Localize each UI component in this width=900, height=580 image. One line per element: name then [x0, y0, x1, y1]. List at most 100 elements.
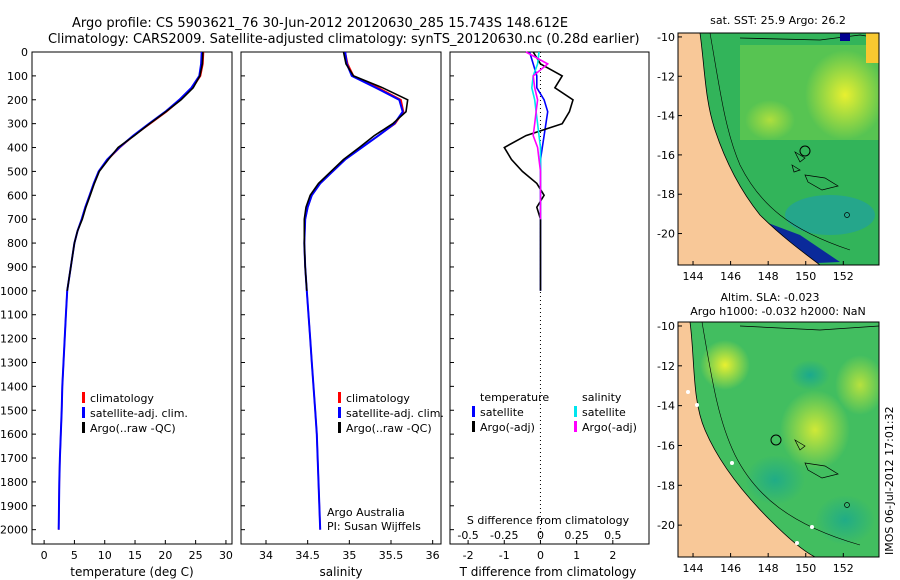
legend-label-argo: Argo(..raw -QC)	[346, 422, 432, 435]
temperature-legend: climatology satellite-adj. clim. Argo(..…	[82, 392, 188, 435]
legend-heading-salinity: salinity	[582, 391, 622, 404]
legend-label-climatology: climatology	[346, 392, 410, 405]
temperature-xlabel: temperature (deg C)	[70, 565, 193, 579]
y-tick-label: 1700	[0, 452, 28, 465]
map-y-tick-label: -12	[657, 360, 675, 373]
map-y-tick-label: -12	[657, 70, 675, 83]
map-y-tick-label: -14	[657, 400, 675, 413]
map-x-tick-label: 146	[720, 270, 741, 283]
sla-map-frame	[677, 321, 880, 558]
sla-low-patch	[815, 495, 875, 545]
sla-high-patch	[835, 355, 879, 415]
sst-field	[678, 33, 879, 265]
y-tick-label: 1200	[0, 333, 28, 346]
series-argo	[66, 51, 204, 291]
map-x-tick-label: 148	[758, 270, 779, 283]
series-satellite	[303, 51, 404, 530]
annotation-argo-australia: Argo Australia	[327, 506, 405, 519]
x-tick-label: 30	[219, 549, 233, 562]
legend-swatch-climatology	[338, 392, 341, 403]
y-tick-label: 1300	[0, 356, 28, 369]
legend-swatch-argo	[338, 422, 341, 433]
sla-low-patch	[790, 360, 830, 390]
header-line1: Argo profile: CS 5903621_76 30-Jun-2012 …	[72, 16, 568, 31]
x-tick-label: 35	[342, 549, 356, 562]
map-y-tick-label: -16	[657, 439, 675, 452]
map-y-tick-label: -14	[657, 110, 675, 123]
y-tick-label: 800	[7, 237, 28, 250]
reef	[844, 502, 850, 508]
salinity-panel: 34 34.5 35 35.5 36 salinity climatology sate…	[240, 51, 444, 579]
difference-lines	[503, 51, 574, 291]
map-x-tick-label: 150	[795, 270, 816, 283]
sst-map-title: sat. SST: 25.9 Argo: 26.2	[710, 14, 846, 27]
x-tick-label: 1	[573, 549, 580, 562]
map-x-tick-label: 144	[683, 562, 704, 575]
annotation-pi: PI: Susan Wijffels	[327, 520, 421, 533]
x-tick-label: 36	[426, 549, 440, 562]
map-y-tick-label: -20	[657, 228, 675, 241]
x-tick-label: 0	[41, 549, 48, 562]
temperature-lines	[57, 51, 205, 530]
legend-label-satellite: satellite-adj. clim.	[90, 407, 188, 420]
y-tick-label: 200	[7, 94, 28, 107]
salinity-axes	[240, 51, 442, 545]
y-tick-label: 1100	[0, 309, 28, 322]
sla-map-axes: 144 146 148 150 152 -10 -12 -14 -16 -18 -20	[657, 320, 854, 575]
reef	[791, 164, 801, 173]
x-tick-label: 2	[609, 549, 616, 562]
sla-map: Altim. SLA: -0.023 Argo h1000: -0.032 h2…	[657, 291, 880, 575]
sst-cool-patch	[785, 195, 875, 235]
y-tick-label: 1500	[0, 404, 28, 417]
series-argo	[303, 51, 409, 291]
no-data-dot	[795, 541, 799, 545]
depth-axis: 0 100 200 300 400 500 600 700 800 900 1000 1100 1200…	[0, 46, 36, 537]
no-data-dot	[695, 403, 699, 407]
y-tick-label: 1800	[0, 476, 28, 489]
y-tick-label: 900	[7, 261, 28, 274]
temperature-axes	[31, 51, 233, 545]
s-difference-label: S difference from climatology	[467, 514, 630, 527]
y-tick-label: 1400	[0, 380, 28, 393]
legend-label-satellite: satellite-adj. clim.	[346, 407, 444, 420]
sst-map-axes: 144 146 148 150 152 -10 -12 -14 -16 -18 -20	[657, 31, 854, 283]
reef	[794, 151, 806, 163]
map-y-tick-label: -10	[657, 31, 675, 44]
difference-axes	[449, 51, 650, 545]
header-line2: Climatology: CARS2009. Satellite-adjuste…	[48, 32, 640, 47]
y-tick-label: 1000	[0, 285, 28, 298]
x-tick-label: 35.5	[379, 549, 404, 562]
reef	[804, 462, 839, 479]
sst-coastline	[699, 33, 821, 265]
legend-label-t-satellite: satellite	[480, 406, 524, 419]
x-tick-label: 34.5	[295, 549, 320, 562]
salinity-lines	[303, 51, 409, 530]
legend-swatch-satellite	[82, 407, 85, 418]
s-tick-label: -0.25	[490, 529, 518, 542]
no-data-dot	[686, 390, 690, 394]
y-tick-label: 100	[7, 70, 28, 83]
t-difference-label: T difference from climatology	[459, 565, 637, 579]
argo-position-marker	[770, 434, 782, 446]
map-x-tick-label: 152	[833, 562, 854, 575]
salinity-xlabel: salinity	[319, 565, 362, 579]
legend-swatch-t-satellite	[472, 406, 475, 417]
sst-isobath	[709, 33, 851, 251]
map-y-tick-label: -20	[657, 519, 675, 532]
x-tick-label: 10	[98, 549, 112, 562]
sla-field	[678, 322, 879, 557]
temperature-panel: 0100200300400500600700800900100011001200…	[0, 46, 233, 579]
sst-land	[678, 33, 820, 265]
argo-position-marker	[799, 145, 811, 157]
y-tick-label: 2000	[0, 524, 28, 537]
sst-map-frame	[677, 32, 880, 266]
y-tick-label: 500	[7, 165, 28, 178]
sst-warm-patch	[745, 100, 795, 140]
sst-island-patch	[840, 33, 850, 41]
legend-label-climatology: climatology	[90, 392, 154, 405]
x-tick-label: -1	[499, 549, 510, 562]
sla-high-patch	[780, 390, 850, 470]
y-tick-label: 1900	[0, 500, 28, 513]
difference-panel: -2 -1 0 1 2 -0.5 -0.25 0 0.25 0.5 S difference fr…	[449, 51, 650, 579]
